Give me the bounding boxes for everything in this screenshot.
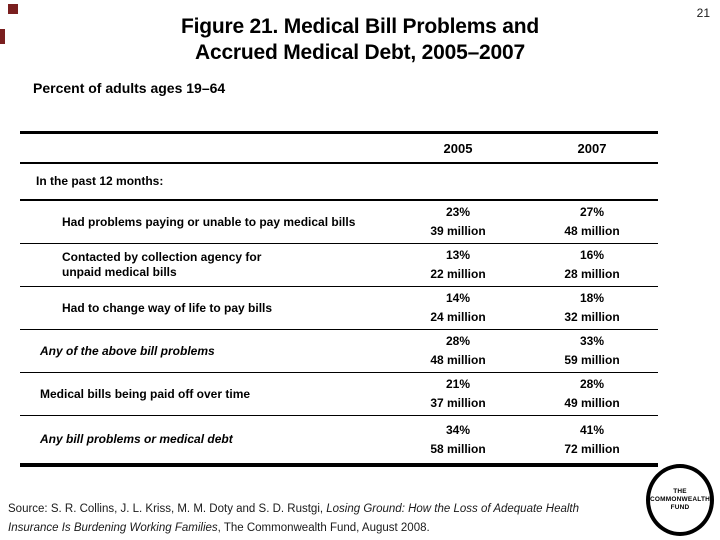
percent-value: 21% [445, 377, 471, 391]
million-value: 28 million [564, 267, 620, 281]
logo-text-the: THE [673, 488, 687, 495]
commonwealth-fund-logo: THE COMMONWEALTH FUND [646, 464, 714, 536]
million-value: 24 million [430, 310, 486, 324]
value-2005: 34% 58 million [390, 421, 526, 459]
slide-frame-mark-left [0, 29, 5, 44]
source-line2: Insurance Is Burdening Working Families,… [8, 522, 430, 534]
percent-value: 34% [445, 422, 471, 437]
value-2005: 23% 39 million [390, 203, 526, 241]
value-2007: 18% 32 million [526, 289, 658, 327]
table-row: Any bill problems or medical debt 34% 58… [20, 416, 658, 467]
row-label: Medical bills being paid off over time [40, 386, 251, 401]
percent-value: 14% [445, 291, 471, 305]
value-2007: 33% 59 million [526, 332, 658, 370]
million-value: 72 million [564, 441, 620, 456]
million-value: 39 million [430, 224, 486, 238]
logo-text-fund: FUND [670, 504, 690, 511]
row-label: Contacted by collection agency for unpai… [62, 250, 262, 279]
col-header-2005: 2005 [443, 140, 473, 156]
logo-text-commonwealth: COMMONWEALTH [649, 496, 711, 503]
value-2007: 41% 72 million [526, 421, 658, 459]
slide-title: Figure 21. Medical Bill Problems and Acc… [0, 14, 720, 66]
table-header-row: 2005 2007 [20, 131, 658, 164]
slide-frame-mark-top [8, 4, 18, 14]
value-2007: 27% 48 million [526, 203, 658, 241]
million-value: 49 million [564, 396, 620, 410]
percent-value: 16% [579, 248, 605, 262]
million-value: 37 million [430, 396, 486, 410]
row-label: Any bill problems or medical debt [40, 432, 233, 446]
col-header-2007: 2007 [577, 140, 607, 156]
value-2005: 13% 22 million [390, 246, 526, 284]
table-row: Any of the above bill problems 28% 48 mi… [20, 330, 658, 373]
million-value: 59 million [564, 353, 620, 367]
million-value: 48 million [430, 353, 486, 367]
subtitle: Percent of adults ages 19–64 [33, 80, 226, 96]
row-label: Had to change way of life to pay bills [62, 300, 273, 315]
row-label: Had problems paying or unable to pay med… [62, 214, 356, 229]
percent-value: 13% [445, 248, 471, 262]
percent-value: 23% [445, 205, 471, 219]
million-value: 48 million [564, 224, 620, 238]
percent-value: 18% [579, 291, 605, 305]
source-note: Source: S. R. Collins, J. L. Kriss, M. M… [8, 500, 648, 538]
section-header-row: In the past 12 months: [20, 164, 658, 201]
percent-value: 28% [445, 334, 471, 348]
percent-value: 41% [579, 422, 605, 437]
table-row: Had to change way of life to pay bills 1… [20, 287, 658, 330]
million-value: 22 million [430, 267, 486, 281]
value-2005: 14% 24 million [390, 289, 526, 327]
value-2007: 28% 49 million [526, 375, 658, 413]
slide-title-line2: Accrued Medical Debt, 2005–2007 [195, 41, 525, 64]
slide-title-line1: Figure 21. Medical Bill Problems and [180, 15, 540, 38]
data-table: 2005 2007 In the past 12 months: Had pro… [20, 131, 658, 467]
table-row: Contacted by collection agency for unpai… [20, 244, 658, 287]
million-value: 58 million [430, 441, 486, 456]
table-row: Had problems paying or unable to pay med… [20, 201, 658, 244]
page-number: 21 [696, 6, 710, 20]
row-label: Any of the above bill problems [40, 343, 215, 358]
table-row: Medical bills being paid off over time 2… [20, 373, 658, 416]
section-header-label: In the past 12 months: [36, 174, 164, 188]
million-value: 32 million [564, 310, 620, 324]
percent-value: 33% [579, 334, 605, 348]
source-line1: Source: S. R. Collins, J. L. Kriss, M. M… [8, 503, 580, 515]
value-2007: 16% 28 million [526, 246, 658, 284]
percent-value: 27% [579, 205, 605, 219]
percent-value: 28% [579, 377, 605, 391]
value-2005: 28% 48 million [390, 332, 526, 370]
value-2005: 21% 37 million [390, 375, 526, 413]
